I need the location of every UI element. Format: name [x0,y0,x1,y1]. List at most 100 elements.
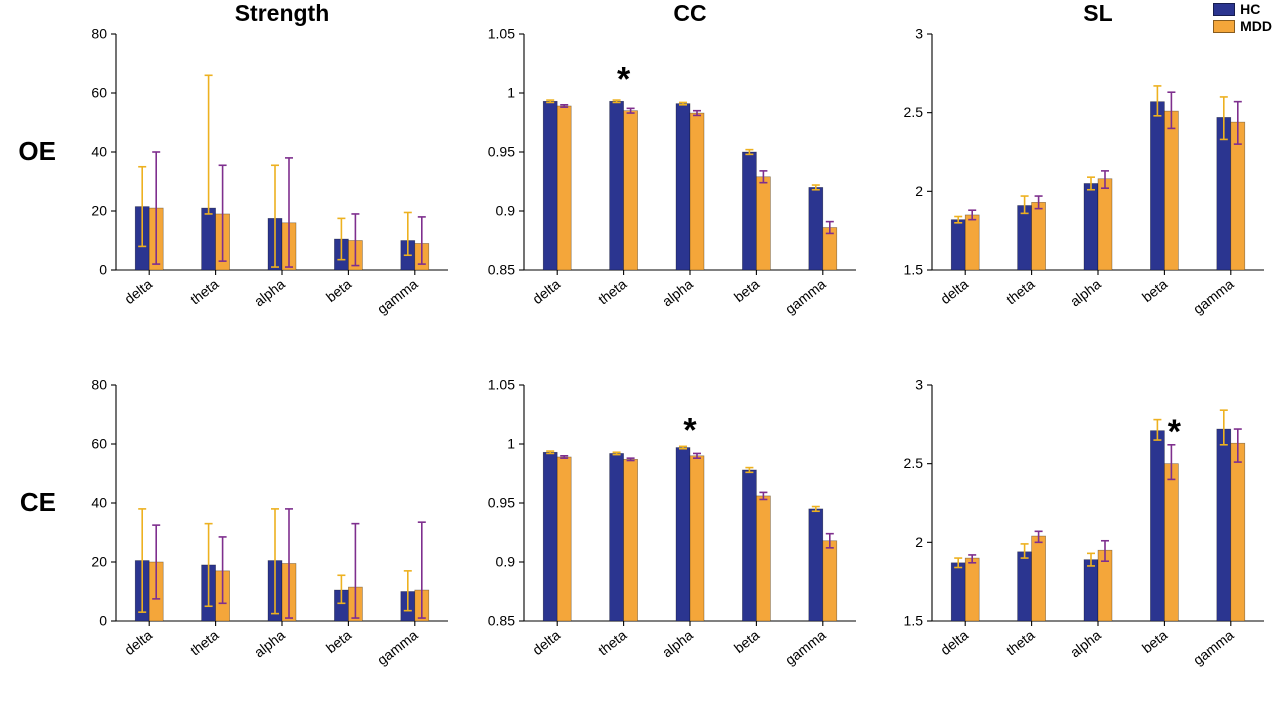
bar-mdd-alpha [689,112,705,271]
y-tick-label: 80 [91,377,107,393]
bar-hc-delta [950,219,966,271]
chart-svg: 1.5 2 2.5 3 delta theta alpha beta gamma SL [904,0,1264,317]
y-tick-label: 1 [507,436,515,452]
bar-mdd-delta [556,456,572,622]
bar-mdd-delta [556,105,572,271]
x-tick-label: alpha [659,627,696,661]
error-bar [403,570,412,612]
bar-mdd-gamma [822,540,838,622]
error-bar [612,451,621,456]
y-tick-label: 0.9 [496,554,516,570]
error-bar [337,217,346,261]
bar-mdd-theta [623,459,638,622]
error-bar [417,521,426,619]
error-bar [417,216,426,265]
error-bar [204,522,213,608]
bar-hc-theta [609,453,624,622]
bar-mdd-theta [623,110,638,271]
x-tick-label: gamma [782,627,829,668]
legend-label-mdd: MDD [1240,18,1272,34]
error-bar [745,148,754,156]
error-bar [546,450,555,455]
bar-hc-beta [1150,430,1165,622]
bar-hc-delta [950,562,966,622]
y-tick-label: 0.85 [488,613,515,629]
y-tick-label: 2 [915,534,923,550]
error-bar [204,74,213,215]
x-tick-label: beta [1139,627,1170,657]
error-bar [351,213,360,267]
x-tick-label: theta [1003,276,1038,308]
y-tick-label: 60 [91,436,107,452]
x-tick-label: alpha [1067,276,1104,310]
y-tick-label: 0.85 [488,262,515,278]
error-bar [679,445,687,450]
error-bar [693,109,701,117]
x-tick-label: delta [937,276,971,307]
y-tick-label: 20 [91,203,107,219]
error-bar [759,170,768,184]
bar-hc-alpha [1083,559,1099,622]
y-tick-label: 1.5 [904,613,924,629]
y-tick-label: 1 [507,85,515,101]
error-bar [285,508,293,619]
y-tick-label: 80 [91,26,107,42]
bar-mdd-theta [1031,535,1046,622]
error-bar [679,101,687,106]
error-bar [138,165,147,248]
x-tick-label: beta [1139,276,1170,306]
error-bar [759,491,768,501]
error-bar [811,184,820,191]
bar-hc-beta [1150,101,1165,271]
chart-svg: 0.85 0.9 0.95 1 1.05 delta theta alpha beta gamma… [488,377,856,668]
y-tick-label: 1.05 [488,26,515,42]
error-bar [954,557,963,569]
y-tick-label: 40 [91,144,107,160]
bar-hc-delta [542,451,558,622]
error-bar [403,211,412,257]
error-bar [1153,85,1162,117]
row-label-ce: CE [19,487,56,517]
error-bar [152,151,161,265]
x-tick-label: gamma [782,276,829,317]
error-bar [1101,170,1109,189]
x-tick-label: beta [731,627,762,657]
bar-hc-theta [1017,551,1032,622]
y-tick-label: 2 [915,183,923,199]
error-bar [1101,539,1109,563]
x-tick-label: alpha [659,276,696,310]
y-tick-label: 3 [915,377,923,393]
error-bar [612,99,621,104]
chart-svg: 0.85 0.9 0.95 1 1.05 delta theta alpha beta gamma… [488,0,856,317]
x-tick-label: delta [121,276,155,307]
error-bar [351,522,360,619]
chart-svg: 0 20 40 60 80 delta theta alpha beta gamma [91,377,448,668]
y-tick-label: 60 [91,85,107,101]
y-tick-label: 40 [91,495,107,511]
x-tick-label: alpha [1067,627,1104,661]
x-tick-label: delta [121,627,155,658]
bar-hc-gamma [808,508,824,622]
row-label-oe: OE [18,136,56,166]
y-tick-label: 3 [915,26,923,42]
error-bar [968,554,977,564]
error-bar [968,209,977,221]
y-tick-label: 0.95 [488,495,515,511]
bar-hc-alpha [1083,183,1099,271]
error-bar [218,536,227,605]
error-bar [546,99,555,104]
x-tick-label: beta [731,276,762,306]
legend-swatch-hc [1213,2,1236,16]
error-bar [825,532,834,549]
y-tick-label: 20 [91,554,107,570]
chart-svg: 1.5 2 2.5 3 delta theta alpha beta gamma * [904,377,1264,668]
error-bar [1233,100,1242,145]
x-tick-label: gamma [374,627,421,668]
legend-item-hc: HC [1213,2,1272,16]
error-bar [285,157,293,268]
error-bar [693,452,701,459]
chart-panel-ce-cc: 0.85 0.9 0.95 1 1.05 delta theta alpha beta gamma… [464,351,872,702]
y-tick-label: 0 [99,262,107,278]
bar-hc-theta [201,207,216,271]
